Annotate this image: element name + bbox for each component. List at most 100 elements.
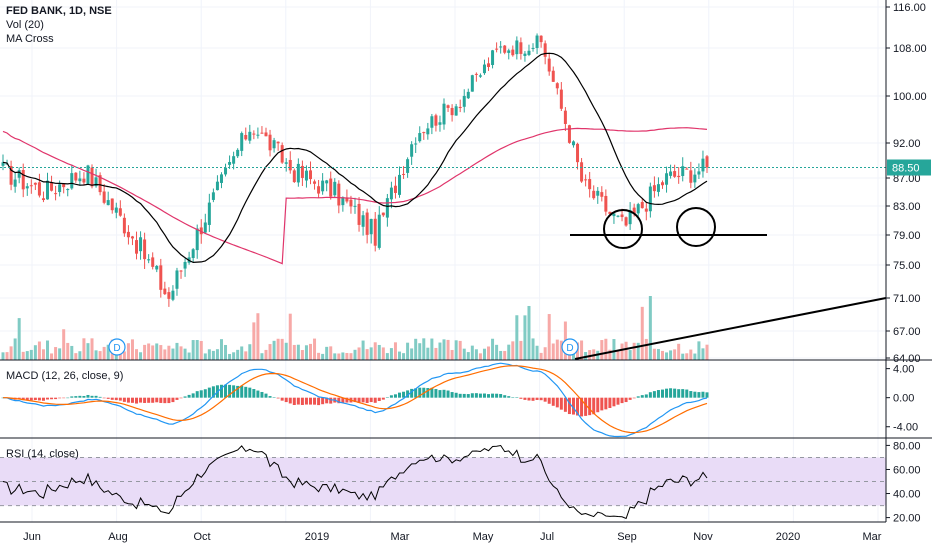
candle-body bbox=[268, 134, 272, 151]
candle-body bbox=[495, 48, 499, 50]
macd-hist-bar bbox=[385, 397, 389, 398]
macd-hist-bar bbox=[50, 397, 54, 400]
candle-body bbox=[33, 182, 37, 185]
volume-bar bbox=[130, 339, 134, 360]
candle-body bbox=[252, 133, 256, 135]
candle-body bbox=[361, 215, 365, 227]
candle-body bbox=[163, 288, 167, 295]
legend-rsi: RSI (14, close) bbox=[6, 448, 79, 460]
macd-hist-bar bbox=[462, 393, 466, 398]
macd-hist-bar bbox=[357, 397, 361, 403]
macd-hist-bar bbox=[450, 392, 454, 398]
candle-body bbox=[547, 58, 551, 72]
candle-body bbox=[333, 181, 337, 196]
volume-bar bbox=[685, 353, 689, 360]
macd-hist-bar bbox=[329, 397, 333, 404]
candle-body bbox=[604, 195, 608, 212]
macd-hist-bar bbox=[600, 397, 604, 411]
candle-body bbox=[511, 49, 515, 56]
candle-body bbox=[300, 165, 304, 178]
macd-hist-bar bbox=[46, 397, 50, 400]
candle-body bbox=[563, 110, 567, 124]
volume-bar bbox=[33, 345, 37, 360]
macd-hist-bar bbox=[669, 388, 673, 398]
candle-body bbox=[616, 215, 620, 217]
macd-hist-bar bbox=[458, 393, 462, 398]
macd-hist-bar bbox=[426, 388, 430, 398]
candle-body bbox=[102, 191, 106, 203]
macd-hist-bar bbox=[551, 397, 555, 406]
macd-hist-bar bbox=[203, 389, 207, 398]
time-tick-label: 2020 bbox=[776, 531, 800, 543]
volume-bar bbox=[697, 341, 701, 360]
volume-bar bbox=[398, 351, 402, 360]
volume-bar bbox=[393, 342, 397, 360]
volume-bar bbox=[50, 353, 54, 360]
candle-body bbox=[29, 185, 33, 187]
volume-bar bbox=[179, 346, 183, 360]
candle-body bbox=[588, 179, 592, 190]
candle-body bbox=[701, 158, 705, 172]
candle-body bbox=[272, 140, 276, 149]
volume-bar bbox=[369, 347, 373, 360]
candle-body bbox=[567, 125, 571, 143]
candle-body bbox=[628, 210, 632, 225]
candle-body bbox=[600, 192, 604, 197]
macd-hist-bar bbox=[21, 397, 25, 401]
macd-hist-bar bbox=[345, 397, 349, 403]
volume-bar bbox=[644, 338, 648, 360]
price-tick-label: 108.00 bbox=[893, 43, 927, 55]
macd-hist-bar bbox=[240, 385, 244, 398]
macd-hist-bar bbox=[369, 397, 373, 403]
candle-body bbox=[531, 47, 535, 49]
volume-bar bbox=[106, 344, 110, 360]
candle-body bbox=[341, 197, 345, 206]
candle-body bbox=[535, 35, 539, 48]
macd-hist-bar bbox=[110, 397, 114, 400]
price-tick-label: 83.00 bbox=[893, 201, 921, 213]
price-tick-label: 67.00 bbox=[893, 326, 921, 338]
volume-bar bbox=[624, 341, 628, 360]
volume-bar bbox=[94, 350, 98, 360]
candle-body bbox=[478, 75, 482, 77]
macd-hist-bar bbox=[402, 391, 406, 398]
candle-body bbox=[280, 145, 284, 163]
volume-bar bbox=[147, 343, 151, 360]
candle-body bbox=[74, 172, 78, 181]
last-price-tag bbox=[887, 159, 931, 176]
candle-body bbox=[576, 143, 580, 163]
candle-body bbox=[454, 106, 458, 116]
macd-hist-bar bbox=[608, 397, 612, 408]
volume-bar bbox=[159, 345, 163, 360]
macd-hist-bar bbox=[389, 395, 393, 398]
volume-bar bbox=[163, 349, 167, 360]
macd-hist-bar bbox=[74, 396, 78, 398]
volume-bar bbox=[701, 348, 705, 360]
candle-body bbox=[487, 63, 491, 67]
volume-bar bbox=[203, 353, 207, 360]
macd-hist-bar bbox=[665, 388, 669, 398]
candle-body bbox=[50, 182, 54, 191]
candle-body bbox=[78, 178, 82, 182]
volume-bar bbox=[240, 346, 244, 360]
candle-body bbox=[313, 181, 317, 184]
candle-body bbox=[398, 174, 402, 195]
volume-bar bbox=[284, 342, 288, 360]
macd-hist-bar bbox=[571, 397, 575, 415]
volume-bar bbox=[377, 344, 381, 360]
macd-hist-bar bbox=[135, 397, 139, 404]
macd-hist-bar bbox=[102, 397, 106, 399]
candle-body bbox=[118, 208, 122, 216]
volume-bar bbox=[90, 338, 94, 360]
volume-bar bbox=[547, 314, 551, 360]
volume-bar bbox=[102, 346, 106, 360]
candle-body bbox=[248, 131, 252, 141]
macd-hist-bar bbox=[410, 388, 414, 398]
macd-hist-bar bbox=[143, 397, 147, 403]
volume-bar bbox=[470, 345, 474, 360]
candle-body bbox=[580, 162, 584, 182]
candle-body bbox=[519, 42, 523, 54]
macd-hist-bar bbox=[519, 397, 523, 399]
macd-legend: MACD (12, 26, close, 9) bbox=[6, 369, 123, 383]
